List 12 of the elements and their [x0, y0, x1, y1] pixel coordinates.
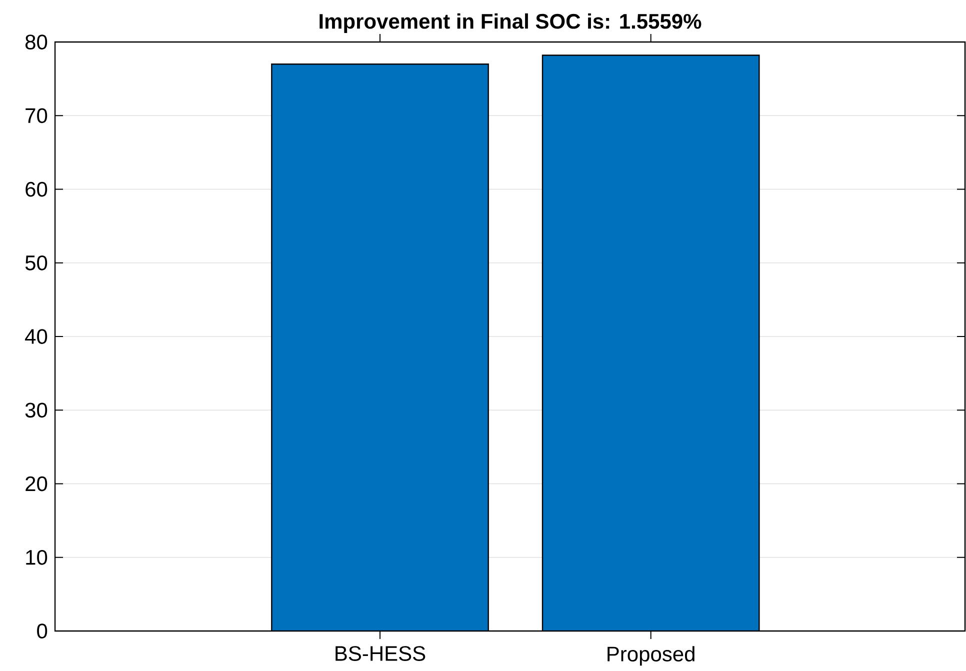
y-tick-label: 30	[25, 402, 48, 418]
chart-title: Improvement in Final SOC is: 1.5559%	[320, 13, 702, 33]
y-tick-label: 60	[26, 182, 48, 197]
y-tick-label: 50	[25, 255, 48, 270]
y-tick-label: 70	[26, 108, 48, 124]
x-tick-label: Proposed	[608, 646, 694, 666]
y-tick-label: 20	[26, 476, 48, 492]
y-tick-label: 80	[25, 34, 48, 50]
y-tick-label: 10	[26, 550, 48, 565]
y-tick-label: 40	[25, 329, 48, 344]
y-tick-label: 0	[37, 624, 48, 638]
x-tick-label: BS-HESS	[336, 646, 426, 661]
